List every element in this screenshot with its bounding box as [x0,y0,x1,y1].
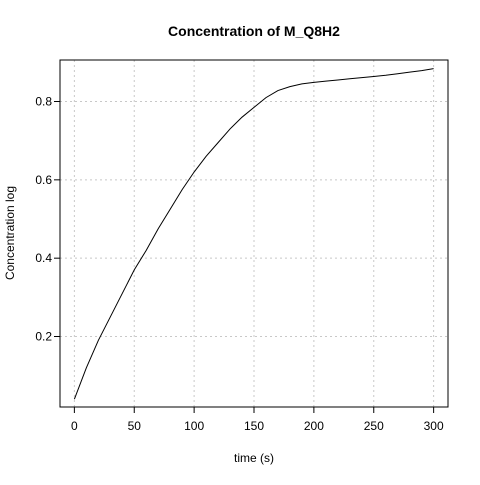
axes: 0 50 100 150 200 250 300 0.2 0.4 0.6 0.8 [35,95,444,433]
x-tick-label: 0 [71,419,78,433]
x-tick-label: 250 [364,419,384,433]
y-tick-label: 0.8 [35,95,52,109]
x-tick-label: 50 [128,419,142,433]
x-axis-label: time (s) [234,451,274,465]
x-tick-label: 300 [424,419,444,433]
y-tick-label: 0.2 [35,330,52,344]
y-tick-label: 0.4 [35,251,52,265]
x-tick-label: 200 [304,419,324,433]
y-tick-label: 0.6 [35,173,52,187]
series-line [73,68,434,400]
x-tick-label: 150 [244,419,264,433]
chart-title: Concentration of M_Q8H2 [168,23,340,39]
x-tick-label: 100 [184,419,204,433]
series-layer [73,68,434,400]
y-axis-label: Concentration log [3,186,17,280]
